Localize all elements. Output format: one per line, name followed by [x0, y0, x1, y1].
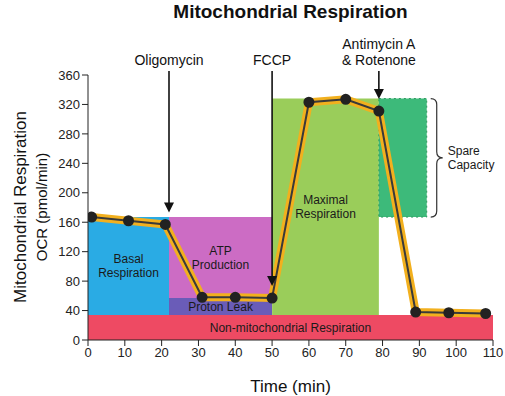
- svg-text:MaximalRespiration: MaximalRespiration: [295, 193, 356, 221]
- svg-text:200: 200: [58, 185, 80, 200]
- svg-text:70: 70: [338, 345, 352, 360]
- svg-text:30: 30: [191, 345, 205, 360]
- svg-text:90: 90: [412, 345, 426, 360]
- svg-text:BasalRespiration: BasalRespiration: [98, 252, 159, 280]
- svg-text:80: 80: [375, 345, 389, 360]
- svg-text:SpareCapacity: SpareCapacity: [448, 144, 495, 172]
- html-text:Mitochondrial Respiration: Mitochondrial Respiration: [11, 111, 30, 303]
- svg-text:Non-mitochondrial Respiration: Non-mitochondrial Respiration: [210, 321, 371, 335]
- svg-text:FCCP: FCCP: [253, 52, 291, 68]
- svg-text:Antimycin A: Antimycin A: [342, 36, 416, 52]
- svg-text:280: 280: [58, 127, 80, 142]
- svg-text:40: 40: [66, 303, 80, 318]
- svg-text:& Rotenone: & Rotenone: [342, 52, 416, 68]
- svg-text:10: 10: [118, 345, 132, 360]
- svg-text:160: 160: [58, 215, 80, 230]
- html-text:OCR (pmol/min): OCR (pmol/min): [33, 152, 50, 262]
- svg-text:110: 110: [483, 345, 497, 360]
- svg-text:40: 40: [228, 345, 242, 360]
- svg-text:60: 60: [302, 345, 316, 360]
- svg-text:360: 360: [58, 68, 80, 83]
- svg-text:100: 100: [445, 345, 467, 360]
- svg-text:240: 240: [58, 156, 80, 171]
- svg-text:0: 0: [84, 345, 91, 360]
- svg-text:Time (min): Time (min): [250, 377, 331, 396]
- svg-text:80: 80: [66, 274, 80, 289]
- svg-text:ATPProduction: ATPProduction: [192, 244, 249, 272]
- html-text:Mitochondrial Respiration: Mitochondrial Respiration: [173, 1, 408, 22]
- svg-text:50: 50: [265, 345, 279, 360]
- svg-text:0: 0: [73, 333, 80, 348]
- svg-text:320: 320: [58, 97, 80, 112]
- svg-text:120: 120: [58, 244, 80, 259]
- svg-text:Proton Leak: Proton Leak: [188, 300, 254, 314]
- svg-text:Oligomycin: Oligomycin: [134, 52, 203, 68]
- svg-text:20: 20: [154, 345, 168, 360]
